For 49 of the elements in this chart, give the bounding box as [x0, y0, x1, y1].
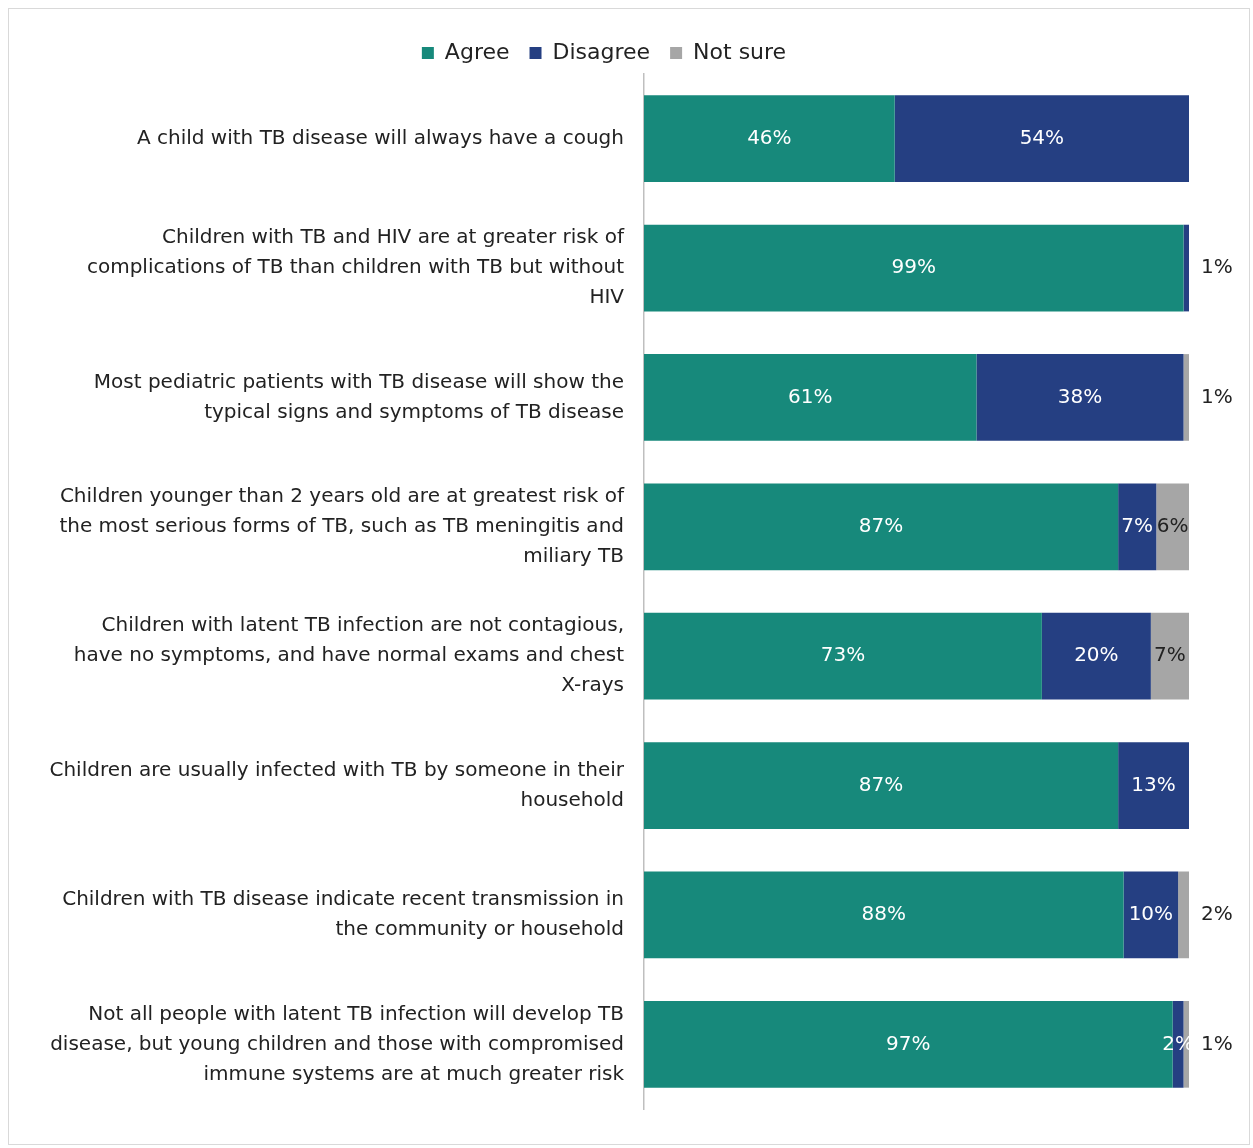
data-label: 88%	[861, 901, 907, 926]
bar	[976, 354, 1184, 441]
data-label: 1%	[1201, 383, 1233, 408]
data-label: 20%	[1074, 642, 1119, 667]
bar	[644, 354, 977, 441]
y-tick-label: Children with latent TB infection are not contagious, have no symptoms, and have normal exams and chest X-rays	[73, 612, 625, 697]
data-label: 1%	[1201, 1030, 1233, 1055]
bar	[1118, 742, 1189, 829]
data-label: 99%	[891, 254, 936, 279]
data-label: 54%	[1019, 124, 1065, 149]
data-label: 38%	[1057, 383, 1103, 408]
data-label: 61%	[788, 383, 833, 408]
data-label: 73%	[820, 642, 866, 667]
bar	[1183, 224, 1189, 312]
bar	[1156, 483, 1189, 571]
data-label: 13%	[1131, 771, 1176, 796]
data-label: 6%	[1156, 513, 1189, 538]
bar	[1041, 612, 1151, 700]
data-label: 7%	[1121, 513, 1154, 538]
bar	[1183, 354, 1189, 441]
legend-label: Disagree	[552, 38, 651, 64]
y-tick-label: Not all people with latent TB infection will develop TB disease, but young children and those with compromised immune systems are at much greater risk	[50, 1000, 625, 1085]
data-label: 97%	[886, 1030, 931, 1055]
data-label: 87%	[858, 771, 904, 796]
bar	[644, 224, 1184, 312]
bar	[644, 95, 895, 183]
bar	[644, 742, 1119, 829]
y-tick-label: Children younger than 2 years old are at greatest risk of the most serious forms of TB, such as TB meningitis and miliary TB	[59, 483, 625, 568]
bar	[894, 95, 1189, 183]
data-label: 1%	[1201, 254, 1233, 279]
data-label: 2%	[1201, 901, 1233, 926]
y-tick-label: A child with TB disease will always have a cough	[136, 124, 624, 149]
data-label: 10%	[1128, 901, 1174, 926]
y-tick-label: Children with TB disease indicate recent transmission in the community or household	[62, 886, 624, 941]
bar	[1150, 612, 1189, 700]
legend-label: Agree	[444, 38, 510, 64]
data-label: 7%	[1154, 642, 1186, 667]
bar	[1178, 871, 1189, 959]
data-label: 87%	[858, 513, 904, 538]
y-tick-label: Children with TB and HIV are at greater risk of complications of TB than children with TB but without HIV	[86, 224, 625, 309]
bar	[644, 871, 1124, 959]
bar	[644, 483, 1119, 571]
legend-label: Not sure	[693, 38, 787, 64]
bar	[644, 612, 1042, 700]
y-tick-label: Most pediatric patients with TB disease will show the typical signs and symptoms of TB disease	[93, 368, 624, 423]
data-label: 46%	[747, 124, 792, 149]
y-tick-label: Children are usually infected with TB by someone in their household	[49, 756, 625, 811]
bar	[1123, 871, 1179, 959]
bar	[1118, 483, 1157, 571]
